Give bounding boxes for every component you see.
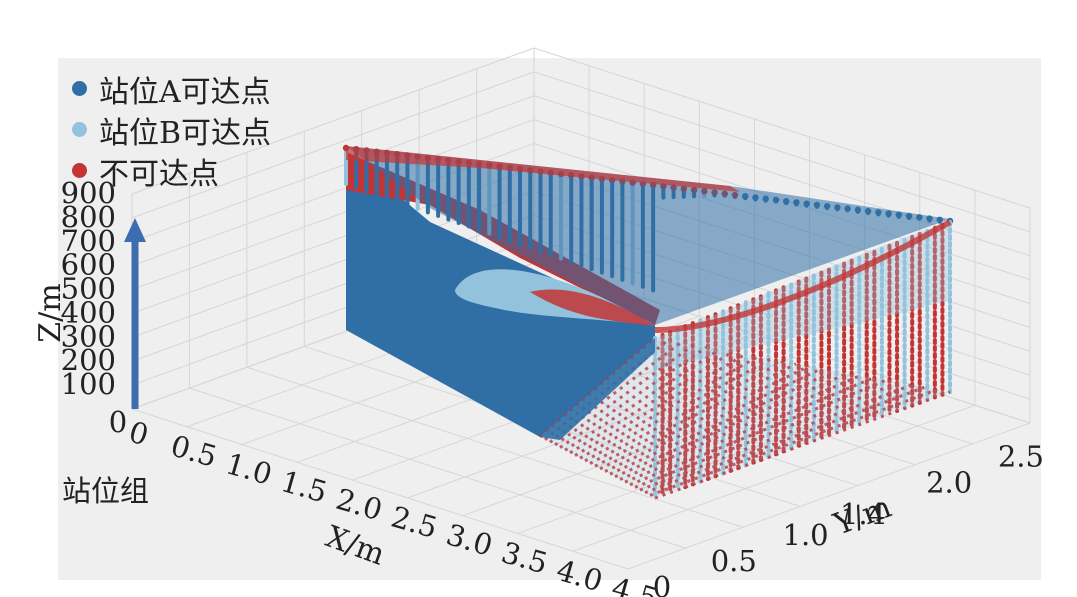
legend-item-unreachable: 不可达点	[72, 150, 271, 192]
grid-line	[627, 422, 1031, 570]
legend-item-station-b: 站位B可达点	[72, 109, 272, 151]
grid-line	[533, 47, 1031, 209]
bottom-face-row	[574, 353, 746, 457]
front-corner	[540, 338, 655, 440]
z-tick-label: 400	[61, 295, 116, 329]
grid-line	[533, 95, 1031, 257]
legend-item-station-a: 站位A可达点	[72, 68, 271, 110]
bottom-face-row	[549, 341, 682, 444]
legend-marker-station-b	[72, 122, 87, 137]
bottom-face-row	[639, 383, 913, 492]
z-axis-arrowhead	[124, 218, 146, 242]
bottom-face-tint	[540, 338, 950, 498]
z-tick-label: 800	[61, 200, 116, 234]
bottom-face-row	[629, 378, 887, 487]
grid-line	[533, 71, 1031, 233]
bottom-face-row	[579, 355, 759, 460]
x-axis-title: X/m	[321, 519, 389, 572]
unreachable-inner-patch	[530, 289, 655, 326]
top-unreachable-edge	[346, 146, 740, 192]
bottom-face-row	[644, 385, 925, 495]
z-origin-label: 0	[109, 405, 127, 439]
data-points	[342, 144, 954, 500]
legend-label-station-a: 站位A可达点	[99, 74, 271, 110]
z-tick-label: 900	[61, 176, 116, 210]
axes	[124, 218, 146, 409]
y-tick-label: 1.0	[783, 518, 829, 552]
grid-layer	[131, 47, 1031, 570]
z-tick-label: 100	[61, 367, 116, 401]
grid-line	[407, 351, 810, 499]
bottom-face-row	[559, 346, 708, 449]
legend-marker-station-a	[72, 81, 87, 96]
bottom-face-row	[614, 371, 849, 479]
z-tick-label: 700	[61, 224, 116, 258]
z-tick-label: 200	[61, 343, 116, 377]
grid-line	[131, 119, 535, 267]
bottom-face-row	[649, 388, 938, 497]
grid-line	[131, 71, 535, 219]
legend-label-station-b: 站位B可达点	[99, 115, 272, 151]
z-tick-label: 600	[61, 248, 116, 282]
legend-marker-unreachable	[72, 163, 87, 178]
y-tick-label: 0.5	[711, 544, 757, 578]
bottom-face-row	[599, 364, 810, 471]
top-surface	[346, 146, 950, 325]
bottom-face-row	[584, 357, 772, 463]
z-axis-title: Z/m	[33, 283, 68, 342]
legend: 站位A可达点 站位B可达点 不可达点	[72, 68, 272, 192]
y-tick-label: 0	[653, 570, 671, 597]
y-tick-label: 2.0	[926, 466, 972, 500]
grid-line	[131, 408, 629, 570]
bottom-face-row	[594, 362, 797, 468]
y-axis-title: Y/m	[828, 490, 896, 543]
grid-line	[246, 366, 744, 528]
grid-line	[131, 95, 535, 243]
station-group-label: 站位组	[62, 474, 150, 508]
bottom-face-row	[624, 376, 874, 484]
bottom-face-row	[609, 369, 836, 476]
y-tick-label: 2.5	[998, 440, 1044, 474]
bottom-face-row	[619, 374, 861, 481]
grid-line	[572, 404, 976, 552]
legend-label-unreachable: 不可达点	[99, 156, 219, 192]
x-tick-label: 0	[125, 415, 152, 453]
z-tick-label: 300	[61, 319, 116, 353]
grid-line	[131, 47, 535, 195]
right-face-ridge	[654, 219, 952, 333]
bottom-face-row	[564, 348, 720, 452]
y-tick-label: 1.4	[840, 497, 886, 531]
grid-line	[189, 387, 686, 549]
z-tick-label: 500	[61, 272, 116, 306]
